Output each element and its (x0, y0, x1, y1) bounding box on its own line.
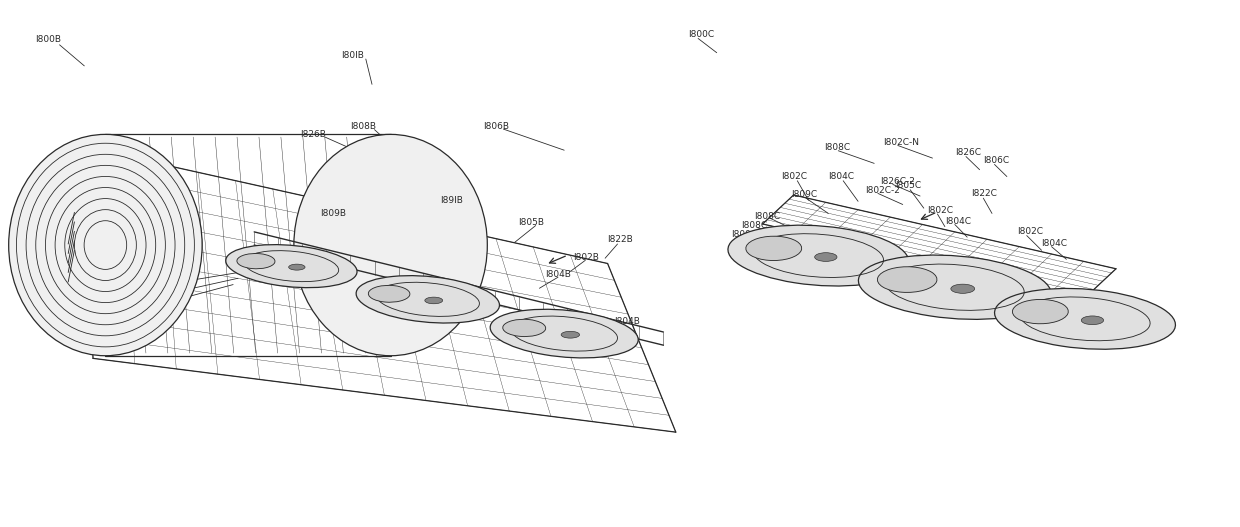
Ellipse shape (368, 286, 410, 302)
Text: I800C: I800C (688, 30, 714, 39)
Ellipse shape (226, 245, 357, 288)
Text: I806B: I806B (484, 122, 510, 131)
Text: I806C: I806C (983, 156, 1009, 165)
Text: I822C: I822C (971, 189, 997, 199)
Ellipse shape (237, 253, 275, 269)
Ellipse shape (951, 284, 975, 294)
Ellipse shape (1012, 299, 1069, 324)
Ellipse shape (858, 255, 1052, 319)
Text: I805B: I805B (518, 218, 544, 227)
Ellipse shape (1081, 316, 1104, 325)
Ellipse shape (502, 319, 546, 337)
Text: I809B: I809B (320, 209, 346, 218)
Ellipse shape (9, 134, 202, 356)
Text: I802C-2: I802C-2 (866, 186, 900, 196)
Ellipse shape (294, 134, 487, 356)
Text: I808B: I808B (146, 289, 172, 299)
Ellipse shape (425, 297, 443, 304)
Ellipse shape (745, 236, 802, 260)
Text: I802C: I802C (781, 172, 807, 181)
Text: I802C-N: I802C-N (883, 138, 919, 147)
Text: I802C-I: I802C-I (791, 227, 823, 237)
Text: I809C: I809C (791, 190, 817, 200)
Text: I808B: I808B (161, 278, 187, 287)
Text: I808B: I808B (350, 122, 376, 131)
Text: I804B: I804B (546, 269, 572, 279)
Ellipse shape (728, 225, 909, 286)
Ellipse shape (994, 288, 1176, 349)
Ellipse shape (562, 331, 579, 338)
Ellipse shape (356, 276, 500, 323)
Text: I804C: I804C (945, 217, 971, 226)
Text: I89IB: I89IB (440, 196, 463, 205)
Text: I826C-2: I826C-2 (880, 177, 915, 187)
Ellipse shape (878, 267, 937, 292)
Ellipse shape (289, 264, 305, 270)
Text: I808C: I808C (825, 143, 851, 152)
Text: I805C: I805C (895, 181, 921, 190)
Text: I804C: I804C (828, 172, 854, 181)
Text: I804C: I804C (1042, 239, 1068, 248)
Ellipse shape (815, 253, 837, 261)
Text: I809C: I809C (732, 230, 758, 239)
Text: I804B: I804B (614, 317, 640, 326)
Text: I808C: I808C (754, 211, 780, 221)
Text: I802B: I802B (573, 252, 599, 262)
Text: I802C: I802C (928, 206, 954, 216)
Text: I802C: I802C (1017, 227, 1043, 237)
Ellipse shape (490, 309, 639, 358)
Text: I826C: I826C (955, 148, 981, 158)
Text: I80IB: I80IB (341, 51, 363, 60)
Text: I826B: I826B (300, 130, 326, 139)
Text: I822B: I822B (608, 235, 634, 245)
Text: I808C: I808C (742, 221, 768, 230)
Text: I800B: I800B (35, 35, 61, 44)
Text: I809B: I809B (130, 302, 156, 311)
